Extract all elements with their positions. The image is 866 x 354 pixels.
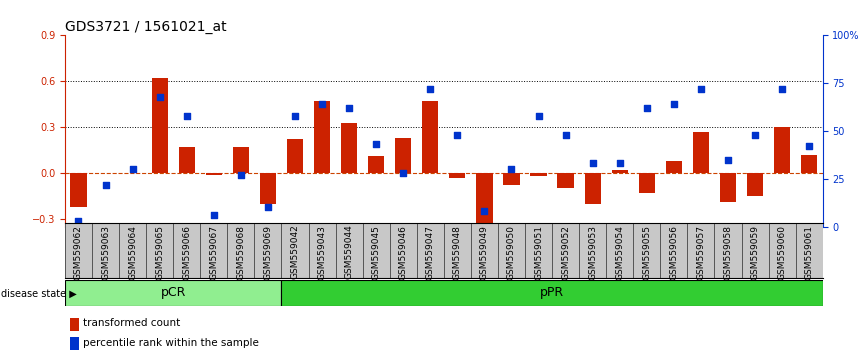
Bar xyxy=(70,173,87,207)
Bar xyxy=(585,173,601,204)
Bar xyxy=(693,132,709,173)
Text: GSM559061: GSM559061 xyxy=(805,225,814,280)
Bar xyxy=(774,127,790,173)
Point xyxy=(152,94,166,99)
Text: GSM559068: GSM559068 xyxy=(236,225,245,280)
Bar xyxy=(313,101,330,173)
Bar xyxy=(70,337,80,350)
Bar xyxy=(287,139,303,173)
Point xyxy=(613,161,627,166)
Bar xyxy=(801,155,818,173)
Point xyxy=(369,142,383,147)
Text: GSM559049: GSM559049 xyxy=(480,225,489,280)
Point xyxy=(288,113,302,119)
Text: GSM559042: GSM559042 xyxy=(290,225,300,279)
Point xyxy=(180,113,194,119)
Text: percentile rank within the sample: percentile rank within the sample xyxy=(83,337,259,348)
Point xyxy=(234,172,248,178)
Text: GDS3721 / 1561021_at: GDS3721 / 1561021_at xyxy=(65,21,227,34)
Point xyxy=(72,218,86,224)
Point xyxy=(505,166,519,172)
Point xyxy=(532,113,546,119)
Bar xyxy=(260,173,276,204)
Point xyxy=(99,182,113,187)
Bar xyxy=(530,173,546,176)
Text: transformed count: transformed count xyxy=(83,318,180,329)
Bar xyxy=(233,147,249,173)
Point xyxy=(559,132,572,138)
Point xyxy=(397,170,410,176)
Text: GSM559051: GSM559051 xyxy=(534,225,543,280)
Point xyxy=(342,105,356,111)
Bar xyxy=(422,101,438,173)
Bar xyxy=(65,280,281,306)
Text: GSM559053: GSM559053 xyxy=(588,225,598,280)
Text: pCR: pCR xyxy=(160,286,186,299)
Text: GSM559054: GSM559054 xyxy=(615,225,624,280)
Bar xyxy=(558,173,573,188)
Text: GSM559069: GSM559069 xyxy=(263,225,273,280)
Text: GSM559064: GSM559064 xyxy=(128,225,137,280)
Bar xyxy=(368,156,385,173)
Bar xyxy=(503,173,520,185)
Text: GSM559055: GSM559055 xyxy=(643,225,651,280)
Bar xyxy=(281,280,823,306)
Bar xyxy=(449,173,465,178)
Point xyxy=(694,86,708,92)
Text: GSM559046: GSM559046 xyxy=(398,225,408,280)
Point xyxy=(721,157,735,162)
Bar xyxy=(70,318,80,331)
Bar xyxy=(341,122,357,173)
Bar xyxy=(152,78,168,173)
Text: pPR: pPR xyxy=(540,286,564,299)
Bar xyxy=(611,170,628,173)
Point xyxy=(450,132,464,138)
Text: GSM559058: GSM559058 xyxy=(723,225,733,280)
Text: GSM559057: GSM559057 xyxy=(696,225,706,280)
Bar xyxy=(666,161,682,173)
Point xyxy=(802,143,816,149)
Point xyxy=(477,209,491,214)
Text: GSM559066: GSM559066 xyxy=(182,225,191,280)
Point xyxy=(207,212,221,218)
Point xyxy=(315,101,329,107)
Bar xyxy=(638,173,655,193)
Point xyxy=(748,132,762,138)
Point xyxy=(423,86,437,92)
Bar xyxy=(395,138,411,173)
Text: GSM559045: GSM559045 xyxy=(372,225,381,280)
Point xyxy=(667,101,681,107)
Text: GSM559062: GSM559062 xyxy=(74,225,83,280)
Text: disease state ▶: disease state ▶ xyxy=(1,289,76,299)
Text: GSM559067: GSM559067 xyxy=(210,225,218,280)
Text: GSM559047: GSM559047 xyxy=(426,225,435,280)
Bar xyxy=(746,173,763,196)
Text: GSM559052: GSM559052 xyxy=(561,225,570,280)
Text: GSM559063: GSM559063 xyxy=(101,225,110,280)
Text: GSM559056: GSM559056 xyxy=(669,225,678,280)
Text: GSM559043: GSM559043 xyxy=(318,225,326,280)
Bar xyxy=(205,173,222,175)
Text: GSM559065: GSM559065 xyxy=(155,225,165,280)
Point xyxy=(775,86,789,92)
Point xyxy=(261,205,275,210)
Text: GSM559060: GSM559060 xyxy=(778,225,786,280)
Text: GSM559059: GSM559059 xyxy=(751,225,759,280)
Bar xyxy=(178,147,195,173)
Text: GSM559048: GSM559048 xyxy=(453,225,462,280)
Point xyxy=(126,166,139,172)
Point xyxy=(585,161,599,166)
Point xyxy=(640,105,654,111)
Text: GSM559044: GSM559044 xyxy=(345,225,353,279)
Bar xyxy=(476,173,493,227)
Bar xyxy=(720,173,736,202)
Text: GSM559050: GSM559050 xyxy=(507,225,516,280)
